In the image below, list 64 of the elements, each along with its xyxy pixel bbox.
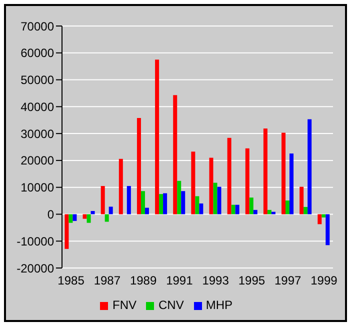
bar bbox=[308, 119, 312, 214]
x-tick-label: 1991 bbox=[166, 274, 194, 288]
bar bbox=[126, 186, 131, 214]
bar bbox=[163, 193, 168, 214]
x-tick-label: 1999 bbox=[310, 274, 338, 288]
legend-label: MHP bbox=[206, 298, 232, 312]
bar bbox=[249, 198, 254, 214]
y-tick-label: -20000 bbox=[16, 261, 54, 276]
y-tick-label: 40000 bbox=[20, 100, 54, 114]
y-tick-label: 60000 bbox=[20, 46, 54, 60]
bar bbox=[227, 138, 232, 214]
bar bbox=[213, 182, 218, 214]
legend-label: FNV bbox=[112, 298, 136, 312]
bar bbox=[318, 214, 322, 224]
bar bbox=[326, 214, 330, 246]
bar bbox=[286, 200, 290, 214]
bar bbox=[82, 214, 87, 219]
bar bbox=[64, 214, 69, 249]
bar bbox=[144, 208, 149, 214]
bar bbox=[300, 186, 304, 214]
bar bbox=[177, 180, 182, 214]
bar bbox=[267, 210, 272, 214]
bar bbox=[304, 206, 308, 214]
bar bbox=[253, 210, 258, 214]
x-tick-label: 1989 bbox=[130, 274, 157, 288]
bar bbox=[231, 204, 236, 214]
y-tick-label: 10000 bbox=[20, 180, 54, 195]
x-tick-label: 1993 bbox=[202, 274, 230, 288]
y-tick-label: 0 bbox=[47, 207, 54, 222]
bar bbox=[136, 118, 141, 214]
bar bbox=[282, 132, 286, 214]
y-tick-label: 70000 bbox=[20, 19, 54, 34]
bar bbox=[181, 191, 186, 214]
bar bbox=[235, 204, 240, 214]
y-tick-label: 20000 bbox=[20, 154, 54, 168]
bar bbox=[90, 210, 95, 214]
y-tick-label: 30000 bbox=[20, 126, 54, 141]
bar bbox=[245, 148, 250, 214]
bar bbox=[263, 128, 268, 214]
bar bbox=[199, 203, 204, 214]
x-tick-label: 1987 bbox=[94, 274, 121, 288]
bar bbox=[159, 194, 164, 214]
bar bbox=[68, 214, 73, 223]
bar bbox=[104, 214, 109, 222]
bar bbox=[191, 152, 196, 214]
bar bbox=[322, 214, 326, 218]
bar bbox=[290, 153, 294, 214]
bar bbox=[173, 95, 178, 214]
y-tick-label: -10000 bbox=[16, 234, 54, 248]
bar bbox=[140, 191, 145, 214]
bar bbox=[217, 186, 222, 214]
bar bbox=[72, 214, 77, 221]
bar bbox=[118, 158, 123, 214]
bar bbox=[108, 206, 113, 214]
x-tick-label: 1985 bbox=[58, 274, 85, 288]
bar bbox=[209, 158, 214, 214]
legend-label: CNV bbox=[158, 298, 184, 312]
x-tick-label: 1995 bbox=[238, 274, 266, 288]
bar bbox=[100, 186, 105, 214]
bar bbox=[86, 214, 91, 223]
x-tick-label: 1997 bbox=[274, 274, 302, 288]
y-tick-label: 50000 bbox=[20, 73, 54, 88]
bar bbox=[195, 196, 200, 214]
bar bbox=[155, 60, 160, 214]
